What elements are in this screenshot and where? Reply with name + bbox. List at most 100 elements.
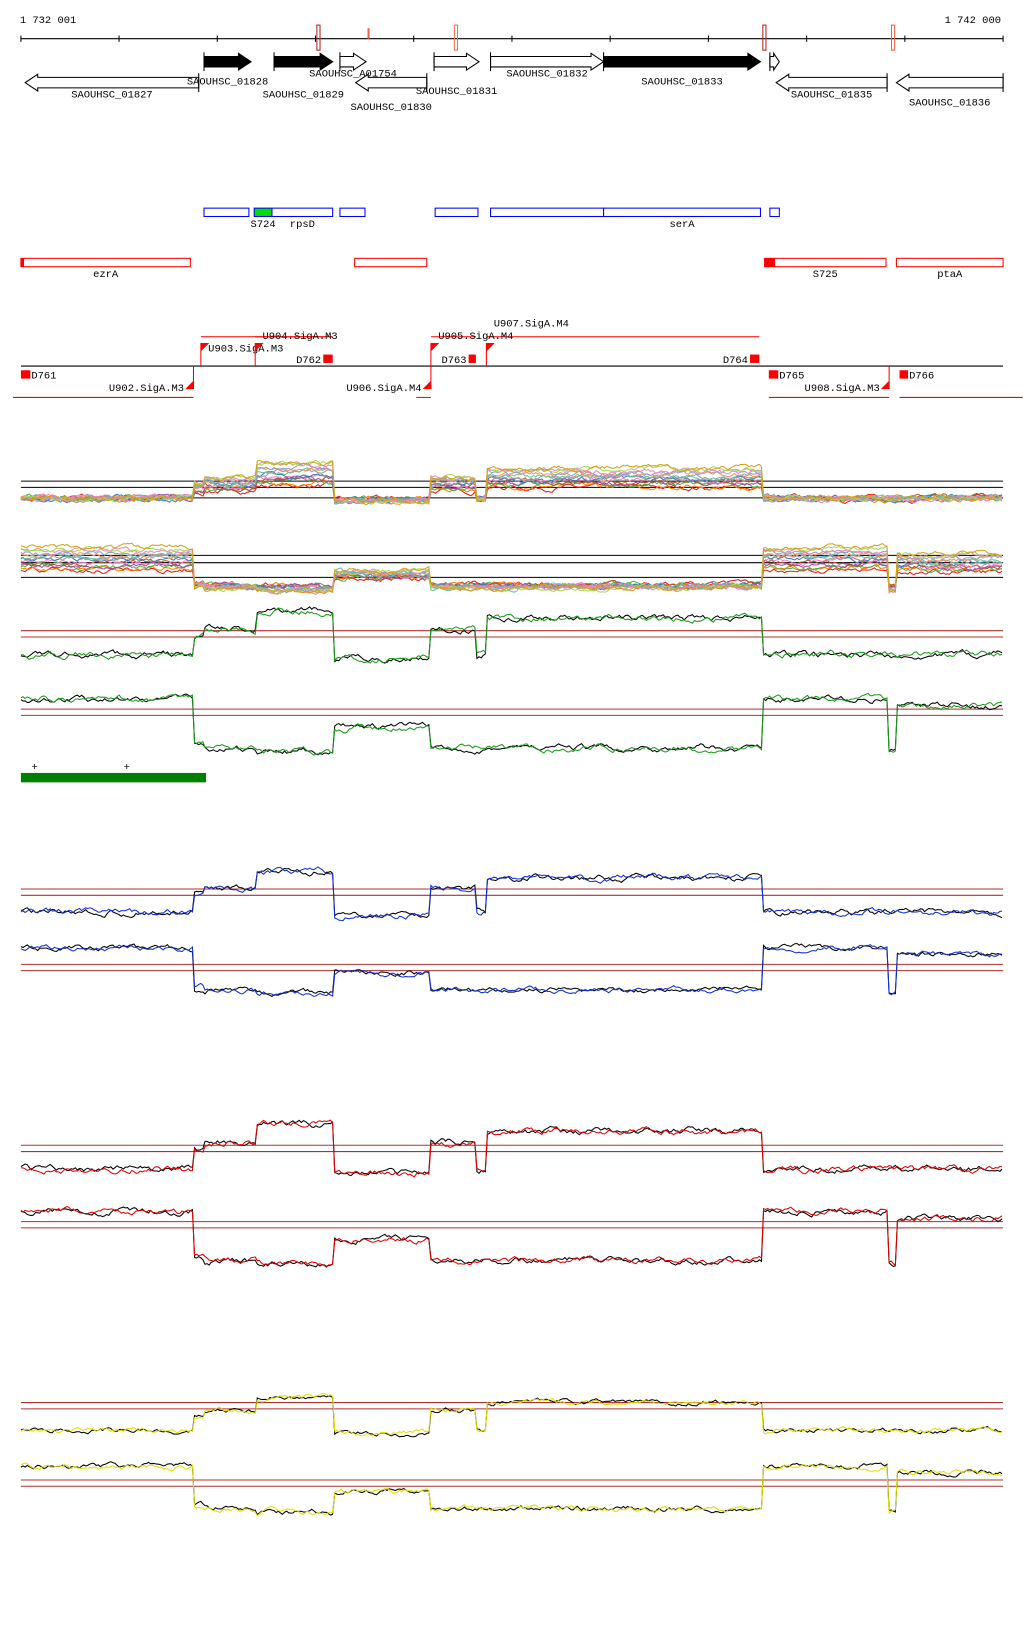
segment-mark: + xyxy=(124,762,130,774)
feature-box xyxy=(434,207,479,218)
signal-line-blue-lower-1 xyxy=(20,944,1003,997)
gene-label: SAOUHSC_01836 xyxy=(909,98,990,110)
annotation-box xyxy=(899,370,909,379)
feature-start-mark xyxy=(20,258,25,267)
gene-arrow xyxy=(433,52,480,72)
ruler-marker xyxy=(316,24,321,51)
signal-line-multi-upper-13 xyxy=(20,459,1003,506)
annotation-box xyxy=(768,370,779,379)
gene-label: SAOUHSC_01829 xyxy=(263,89,344,101)
annotation-box xyxy=(323,354,333,363)
ruler-marker xyxy=(890,24,896,51)
signal-tracks xyxy=(20,459,1004,1517)
feature-box xyxy=(354,257,428,268)
feature-start-mark xyxy=(764,258,776,267)
signal-line-green-upper-0 xyxy=(20,606,1003,664)
gene-arrow xyxy=(203,52,253,72)
plus-feature-track: S724 rpsD serA xyxy=(203,207,780,231)
feature-label: serA xyxy=(669,219,695,231)
gene-label: SAOUHSC_A01754 xyxy=(309,68,397,80)
gene-label: SAOUHSC_01827 xyxy=(71,89,152,101)
feature-box xyxy=(490,207,605,218)
gene-label: SAOUHSC_01830 xyxy=(351,102,432,114)
segment-bar: + + xyxy=(20,762,207,783)
annotation-box xyxy=(20,370,31,379)
signal-panel-multi xyxy=(20,459,1004,595)
flag-icon xyxy=(200,343,210,352)
gene-arrow xyxy=(775,73,888,92)
annotation-label: U904.SigA.M3 xyxy=(263,331,338,343)
feature-label: rpsD xyxy=(290,219,315,231)
signal-line-green-lower-1 xyxy=(20,692,1003,756)
signal-line-red-lower-1 xyxy=(20,1206,1003,1268)
signal-panel-blue xyxy=(20,866,1004,998)
annotation-label: D764 xyxy=(723,355,748,367)
annotation-track: D761 U902.SigA.M3 U903.SigA.M3U904.SigA.M3… xyxy=(12,318,1023,398)
feature-box xyxy=(339,207,366,218)
feature-label: ptaA xyxy=(937,269,963,281)
gene-arrow xyxy=(490,52,605,72)
annotation-label: U902.SigA.M3 xyxy=(109,383,184,395)
feature-box xyxy=(764,257,887,268)
flag-icon xyxy=(422,380,431,390)
gene-arrow xyxy=(769,51,780,72)
gene-arrow xyxy=(354,73,428,92)
segment-mark: + xyxy=(31,762,37,774)
signal-line-multi-upper-11 xyxy=(20,460,1003,504)
gene-label: SAOUHSC_01832 xyxy=(506,68,587,80)
flag-icon xyxy=(185,380,194,390)
feature-box xyxy=(271,207,334,218)
signal-line-yellow-lower-1 xyxy=(20,1462,1003,1517)
flag-icon xyxy=(486,343,495,352)
annotation-label: D766 xyxy=(909,371,934,383)
feature-box xyxy=(253,207,273,218)
feature-box xyxy=(603,207,761,218)
annotation-label: U905.SigA.M4 xyxy=(438,331,513,343)
feature-label: S725 xyxy=(813,269,838,281)
minus-feature-track: ezrA S725 ptaA xyxy=(20,257,1004,281)
feature-box xyxy=(769,207,780,218)
signal-line-multi-lower-9 xyxy=(20,550,1003,595)
ruler-marker xyxy=(453,24,459,51)
gene-arrow xyxy=(24,73,200,92)
annotation-label: D765 xyxy=(779,371,804,383)
gene-label: SAOUHSC_01833 xyxy=(641,77,722,89)
annotation-label: U906.SigA.M4 xyxy=(346,383,421,395)
signal-line-multi-lower-13 xyxy=(20,542,1003,595)
gene-label: SAOUHSC_01828 xyxy=(187,77,268,89)
annotation-label: D763 xyxy=(441,355,466,367)
gene-label: SAOUHSC_01835 xyxy=(791,89,872,101)
gene-arrow xyxy=(339,52,368,72)
signal-line-yellow-upper-0 xyxy=(20,1395,1003,1438)
ruler-end-label: 1 742 000 xyxy=(945,15,1001,27)
gene-arrow xyxy=(603,52,762,72)
signal-panel-green xyxy=(20,606,1004,756)
signal-line-multi-upper-10 xyxy=(20,463,1003,505)
signal-panel-yellow xyxy=(20,1392,1004,1517)
flag-icon xyxy=(430,343,440,352)
segment-bar-fill xyxy=(20,772,207,783)
gene-label: SAOUHSC_01831 xyxy=(416,86,497,98)
annotation-label: D761 xyxy=(31,371,56,383)
ruler-marker xyxy=(762,24,767,51)
signal-line-green-upper-1 xyxy=(20,607,1003,665)
coordinate-ruler xyxy=(20,24,1004,51)
annotation-label: U903.SigA.M3 xyxy=(208,343,283,355)
feature-box xyxy=(20,257,191,268)
annotation-box xyxy=(468,354,476,363)
feature-label: ezrA xyxy=(93,269,119,281)
gene-arrow xyxy=(273,52,334,72)
signal-line-yellow-lower-0 xyxy=(20,1461,1003,1516)
signal-panel-red xyxy=(20,1119,1004,1268)
feature-label: S724 xyxy=(251,219,276,231)
annotation-box xyxy=(750,354,760,363)
gene-arrow xyxy=(895,73,1004,92)
signal-line-blue-upper-0 xyxy=(20,867,1003,919)
signal-line-multi-lower-10 xyxy=(20,549,1003,594)
annotation-label: U907.SigA.M4 xyxy=(494,318,569,330)
signal-line-blue-upper-1 xyxy=(20,866,1003,922)
feature-box xyxy=(895,257,1004,268)
signal-line-green-lower-0 xyxy=(20,693,1003,756)
